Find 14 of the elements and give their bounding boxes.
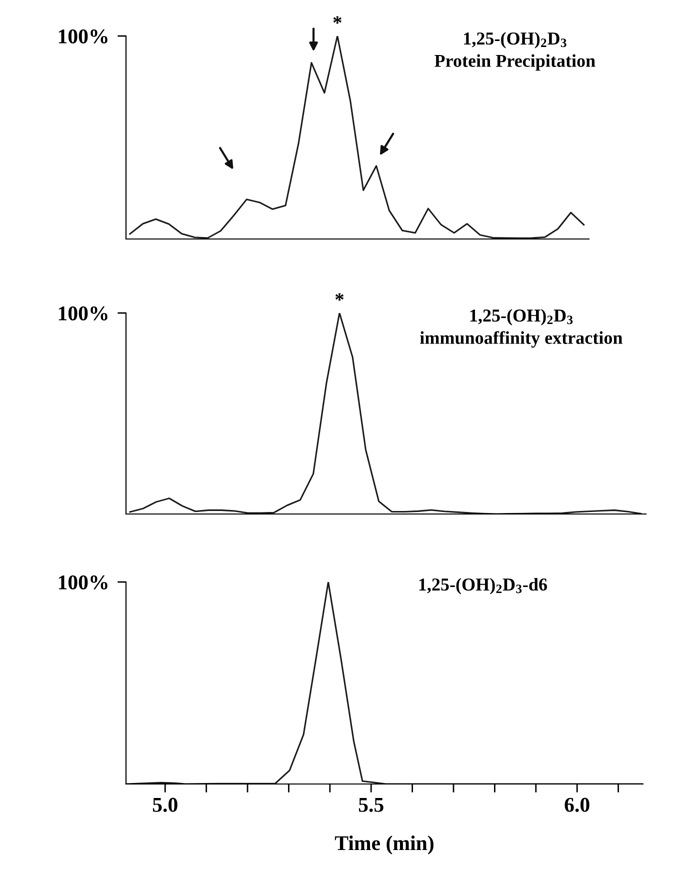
text: *: [335, 293, 344, 301]
text: 100%: [58, 575, 108, 590]
text: Protein Precipitation: [434, 54, 596, 71]
x-tick-label: 5.0: [152, 798, 178, 812]
text: 100%: [58, 306, 108, 320]
text: 100%: [58, 29, 108, 44]
x-tick-label: 5.5: [358, 798, 384, 812]
x-tick-label: 6.0: [564, 798, 590, 812]
chart-title: 1,25-(OH)$_{2}$D$_{3}$: [464, 32, 566, 48]
text: *: [333, 16, 342, 24]
text: immunoaffinity extraction: [420, 331, 622, 348]
chart-title: 1,25-(OH)$_{2}$D$_{3}$-d6: [419, 578, 547, 594]
x-axis-title: Time (min): [334, 836, 434, 854]
chart-title: 1,25-(OH)$_{2}$D$_{3}$: [470, 308, 573, 326]
